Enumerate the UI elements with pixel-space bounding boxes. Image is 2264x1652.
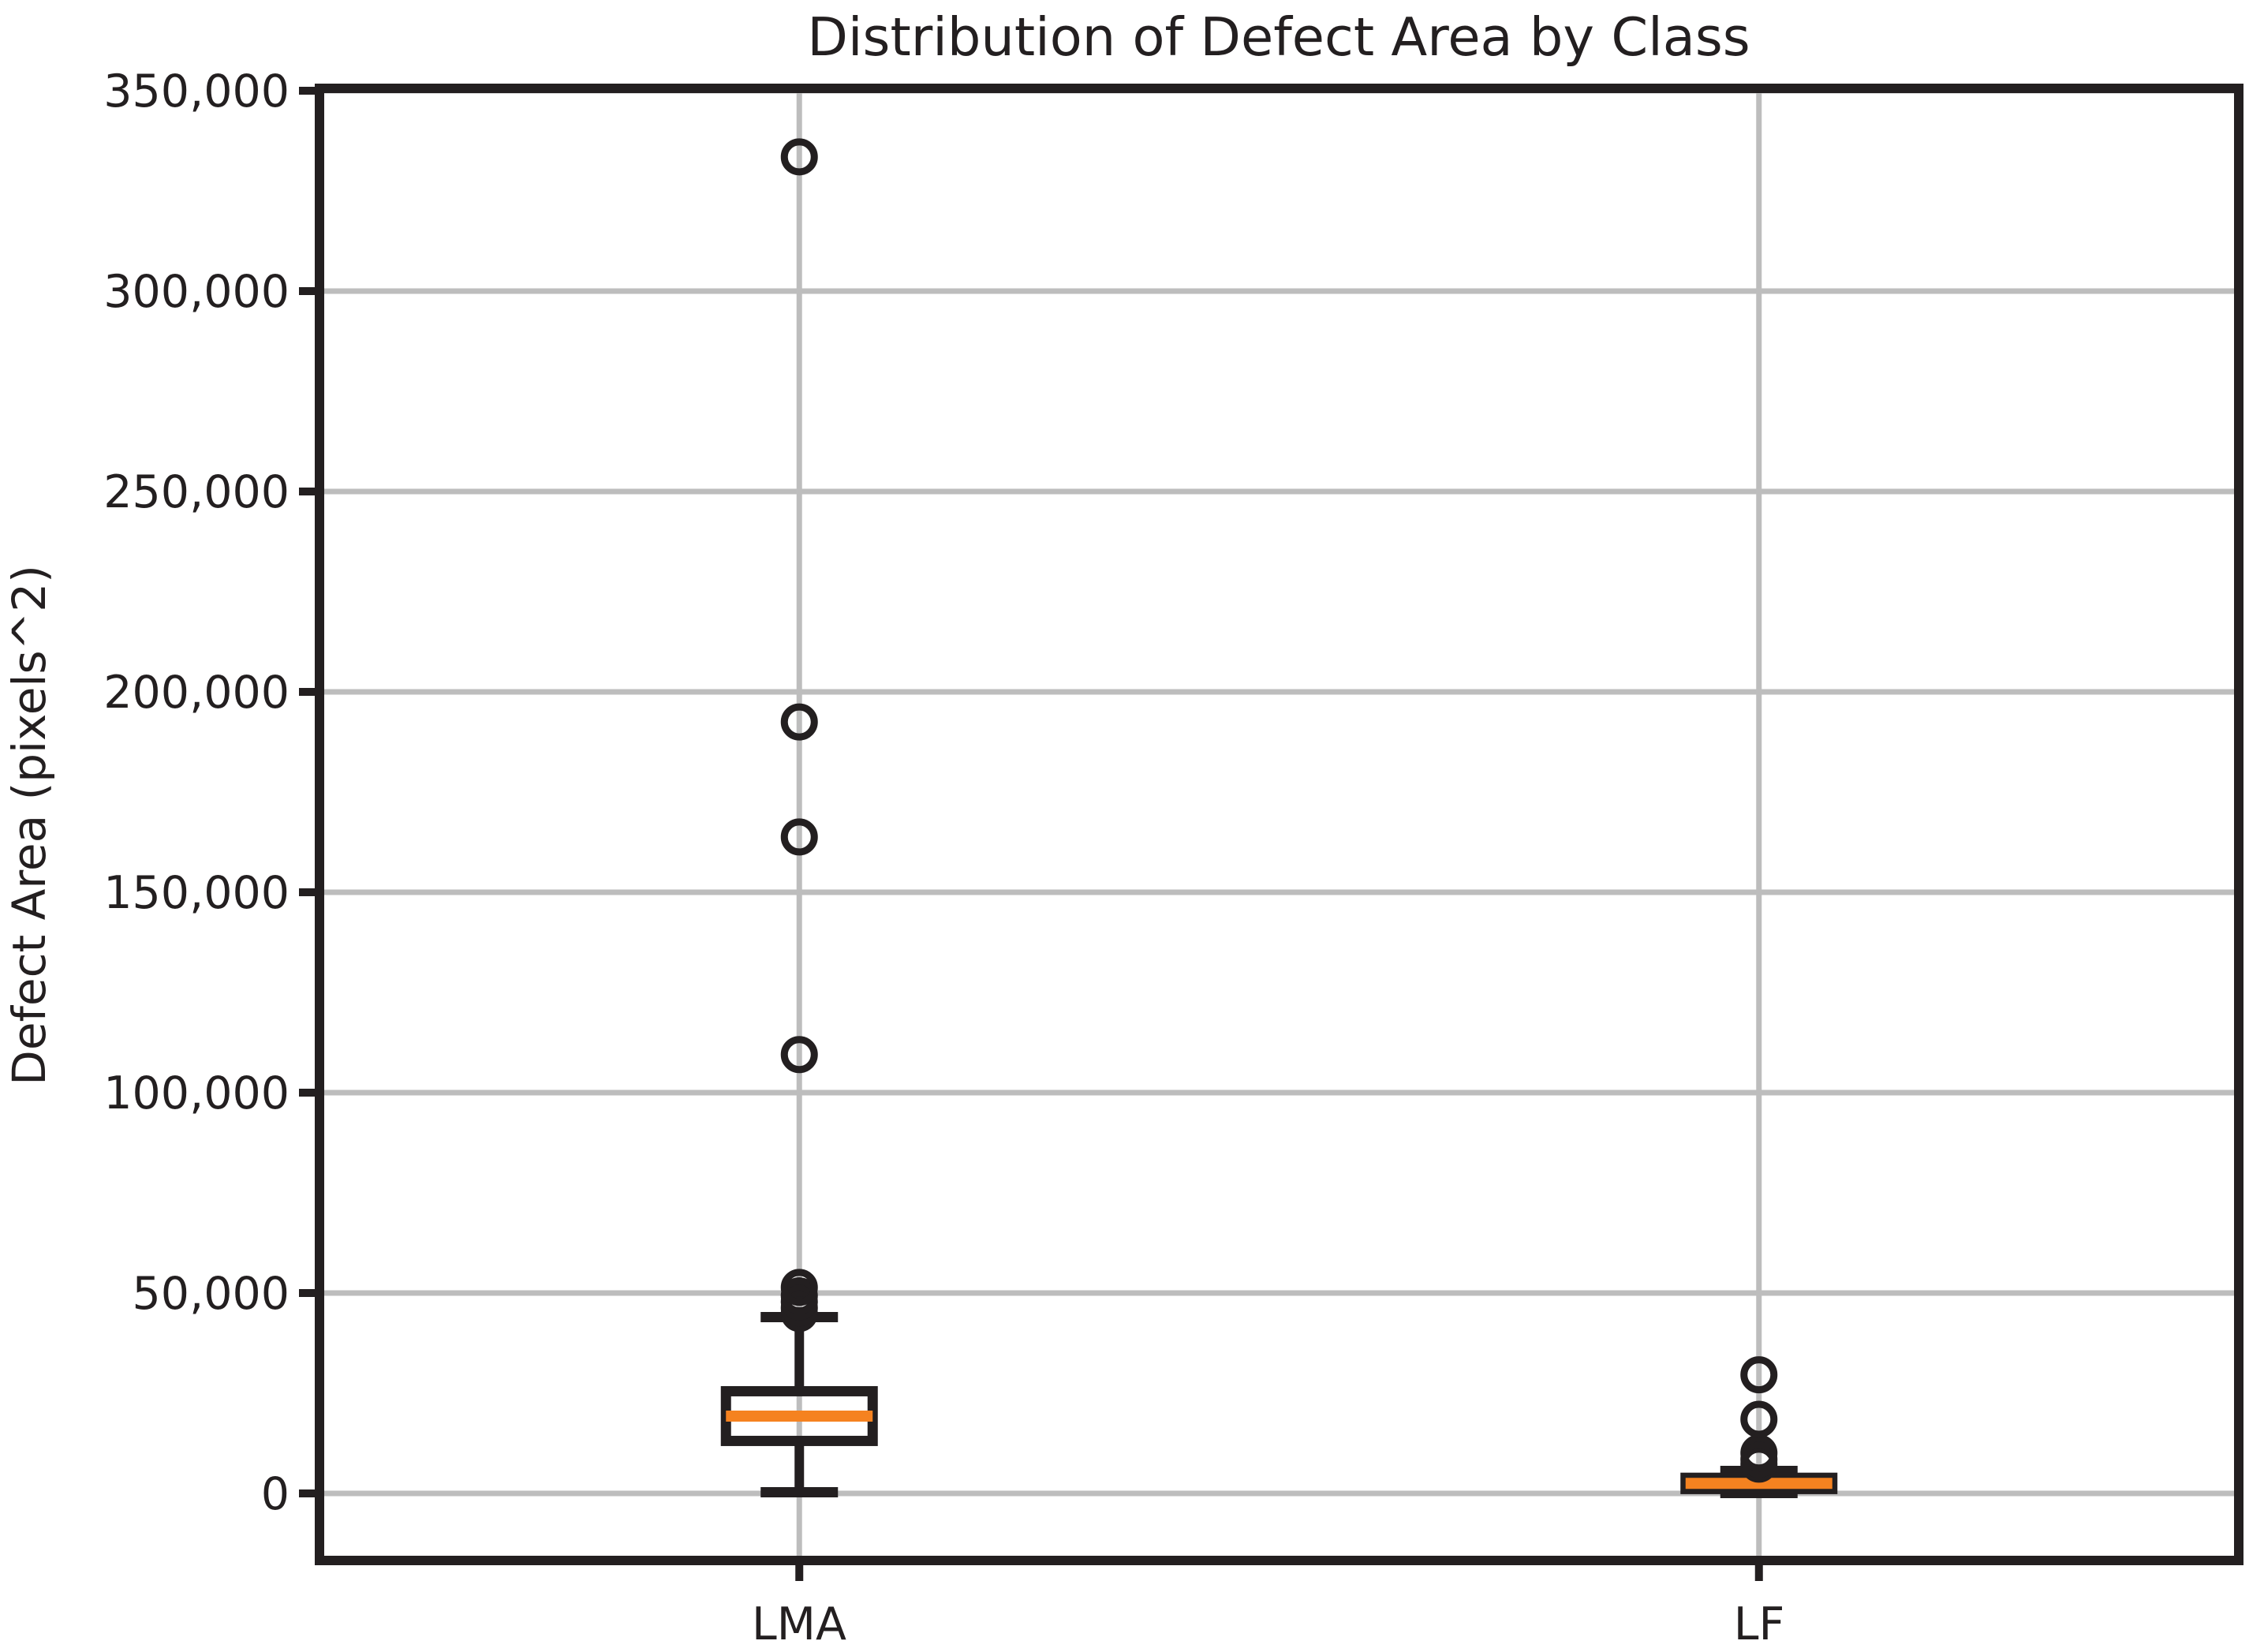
outlier-point-lma: [780, 1269, 818, 1306]
x-tick-label-lf: LF: [1734, 1598, 1785, 1649]
outlier-point-lf: [1740, 1434, 1778, 1472]
outlier-point-lma: [780, 1036, 818, 1074]
y-tick-label: 250,000: [103, 466, 290, 518]
boxes-layer: [720, 1311, 1838, 1498]
y-tick-label: 300,000: [103, 266, 290, 318]
outliers-layer: [780, 138, 1778, 1483]
y-tick-label: 200,000: [103, 667, 290, 719]
y-tick-label: 100,000: [103, 1067, 290, 1119]
outlier-point-lma: [780, 818, 818, 856]
gridlines-layer: [319, 88, 2239, 1560]
y-tick-label: 50,000: [133, 1268, 290, 1320]
y-tick-label: 350,000: [103, 65, 290, 118]
y-tick-label: 150,000: [103, 867, 290, 919]
outlier-point-lma: [780, 703, 818, 741]
x-tick-label-lma: LMA: [752, 1598, 846, 1649]
axes-layer: 0 50,000 100,000 150,000 200,000 250,000 300,0…: [103, 65, 2243, 1581]
chart-title: Distribution of Defect Area by Class: [807, 6, 1750, 68]
plot-spines: [315, 84, 2243, 1565]
outlier-point-lf: [1740, 1356, 1778, 1394]
outlier-point-lma: [780, 138, 818, 176]
outlier-point-lf: [1740, 1400, 1778, 1438]
y-tick-label: 0: [261, 1468, 290, 1520]
y-axis-label: Defect Area (pixels^2): [2, 565, 56, 1086]
